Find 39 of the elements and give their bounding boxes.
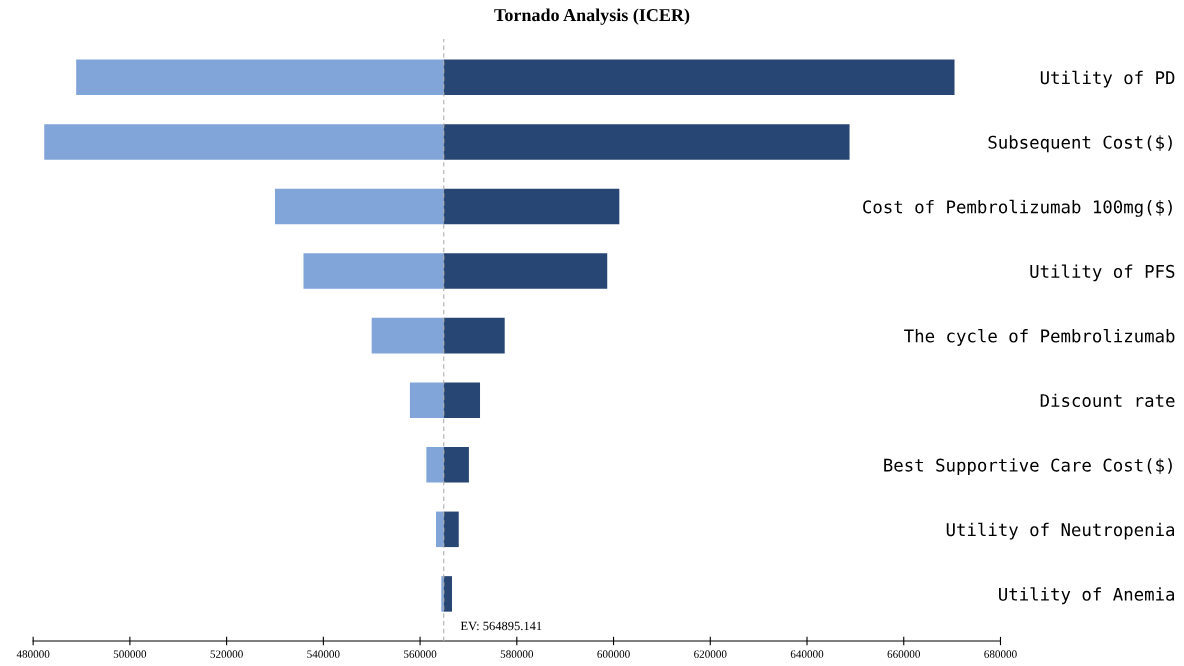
x-tick-label: 660000: [887, 650, 920, 658]
bar: [426, 447, 444, 483]
bar: [443, 576, 452, 612]
bar: [76, 59, 444, 96]
x-tick-label: 520000: [210, 650, 243, 658]
bar: [274, 188, 444, 225]
x-tick-label: 620000: [694, 650, 727, 658]
x-tick-label: 580000: [500, 650, 534, 658]
chart-title: Tornado Analysis (ICER): [494, 8, 690, 25]
bar: [443, 447, 469, 483]
bar: [443, 188, 620, 225]
bar: [303, 253, 444, 289]
ref-line-label: EV: 564895.141: [460, 621, 542, 631]
y-tick-label: Cost of Pembrolizumab 100mg($): [863, 199, 1172, 217]
bar: [443, 382, 481, 418]
x-tick-label: 600000: [597, 650, 630, 658]
x-tick-label: 480000: [16, 650, 50, 658]
y-tick-label: Utility of PFS: [1030, 264, 1175, 282]
y-tick-label: Subsequent Cost($): [988, 135, 1172, 153]
bar: [443, 124, 850, 160]
bar: [436, 511, 444, 548]
bar: [371, 317, 444, 354]
y-tick-label: The cycle of Pembrolizumab: [904, 328, 1175, 346]
y-tick-label: Utility of Anemia: [999, 587, 1175, 605]
bar: [443, 511, 459, 548]
x-tick-label: 680000: [984, 650, 1017, 658]
bar: [443, 317, 505, 354]
y-tick-label: Discount rate: [1040, 393, 1175, 408]
bar: [409, 382, 444, 418]
bar: [44, 124, 444, 160]
bar: [443, 253, 608, 289]
y-tick-label: Utility of PD: [1040, 70, 1175, 88]
x-tick-label: 500000: [113, 650, 147, 658]
x-tick-label: 560000: [404, 650, 437, 658]
x-tick-label: 540000: [307, 650, 340, 658]
y-tick-label: Best Supportive Care Cost($): [884, 458, 1172, 476]
y-tick-label: Utility of Neutropenia: [946, 522, 1175, 540]
x-tick-label: 640000: [790, 650, 824, 658]
bar: [443, 59, 955, 96]
